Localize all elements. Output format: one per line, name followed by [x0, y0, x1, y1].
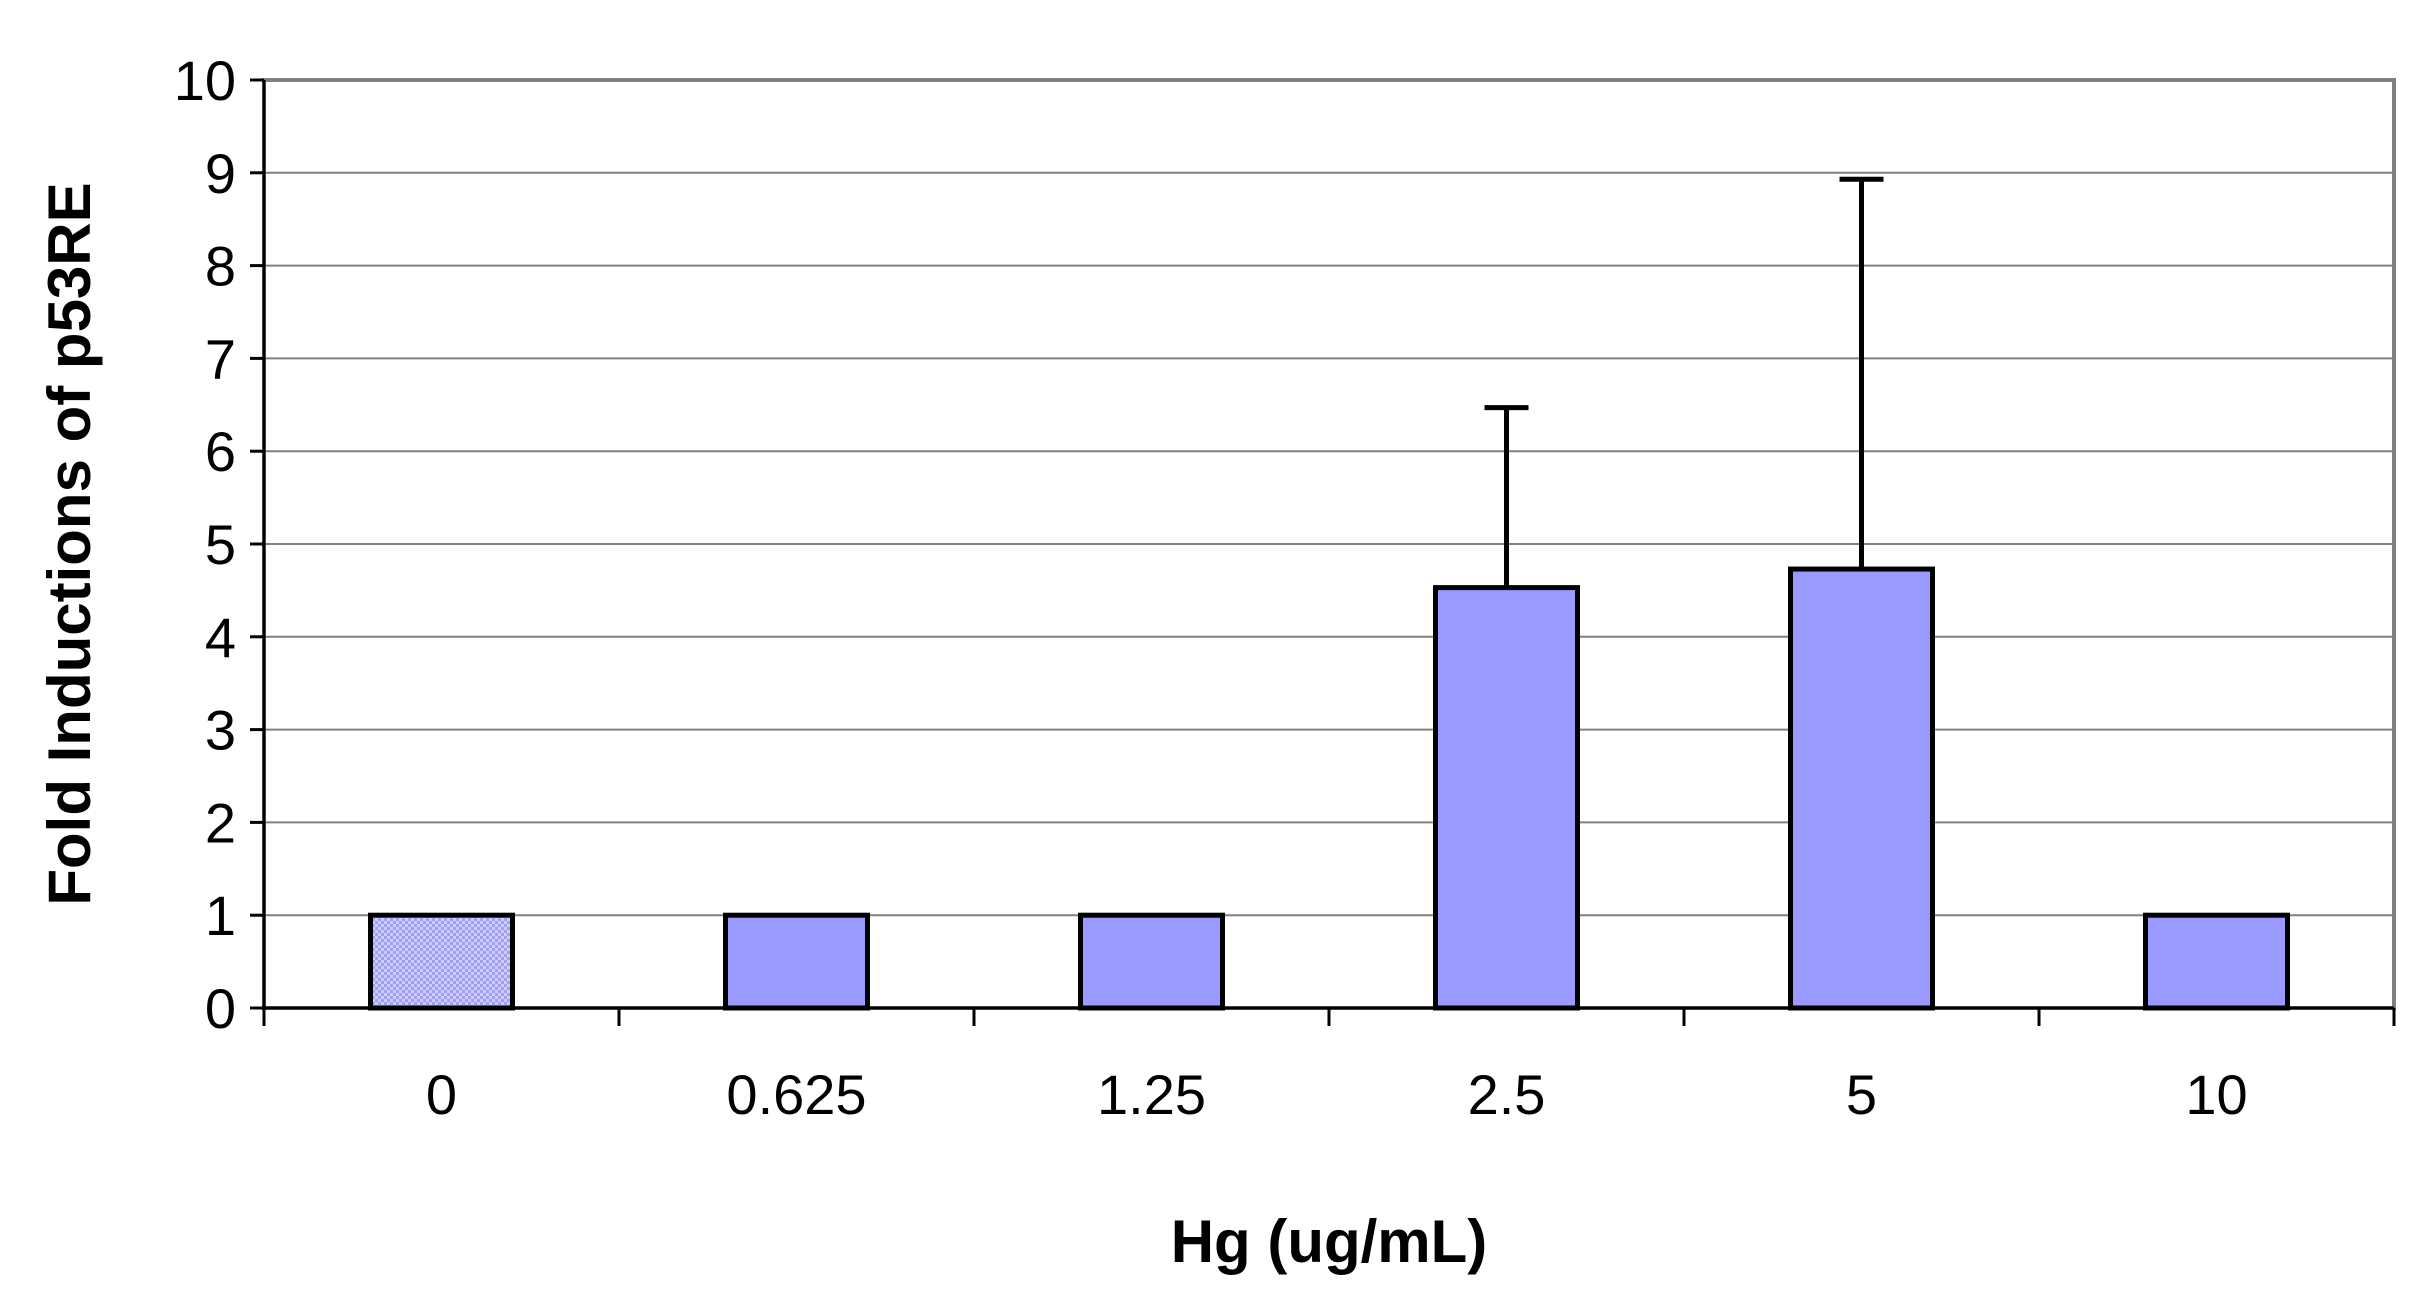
y-tick-label: 8: [205, 235, 236, 298]
x-tick-label: 5: [1846, 1063, 1877, 1126]
bars: [368, 566, 2290, 1011]
x-axis-title: Hg (ug/mL): [1171, 1208, 1488, 1275]
y-tick-label: 3: [205, 699, 236, 762]
bar: [2143, 912, 2290, 1011]
bar: [1433, 585, 1580, 1011]
y-tick-label: 10: [174, 49, 236, 112]
y-tick-label: 9: [205, 142, 236, 205]
y-tick-label: 2: [205, 791, 236, 854]
x-tick-label: 10: [2185, 1063, 2247, 1126]
x-axis: 0 0.625 1.25 2.5 5 10: [262, 1006, 2396, 1126]
y-axis: 0 1 2 3 4 5 6 7 8 9 10: [174, 49, 266, 1040]
y-axis-title: Fold Inductions of p53RE: [36, 182, 103, 905]
x-tick-label: 0.625: [726, 1063, 866, 1126]
x-tick-label: 2.5: [1468, 1063, 1546, 1126]
bar: [723, 912, 870, 1011]
y-tick-label: 5: [205, 513, 236, 576]
grid-lines: [264, 171, 2394, 917]
y-tick-label: 7: [205, 327, 236, 390]
bar: [1078, 912, 1225, 1011]
x-tick-label: 0: [426, 1063, 457, 1126]
error-bars: [1484, 176, 1884, 588]
y-tick-label: 1: [205, 884, 236, 947]
x-tick-label: 1.25: [1097, 1063, 1206, 1126]
bar: [1788, 566, 1935, 1011]
bar: [368, 912, 515, 1011]
y-tick-label: 6: [205, 420, 236, 483]
y-tick-label: 4: [205, 606, 236, 669]
y-tick-label: 0: [205, 977, 236, 1040]
